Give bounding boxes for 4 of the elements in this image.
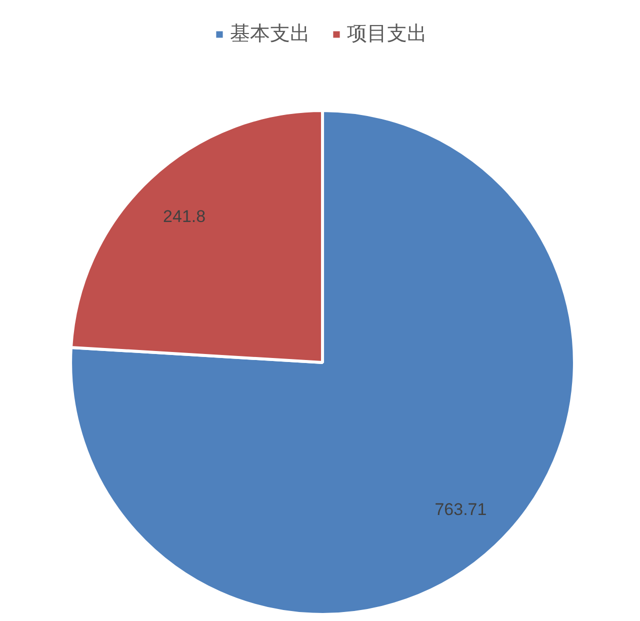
legend-label: 基本支出 xyxy=(230,20,310,47)
legend-label: 项目支出 xyxy=(347,20,427,47)
data-label: 763.71 xyxy=(434,500,487,520)
data-label: 241.8 xyxy=(163,206,206,226)
